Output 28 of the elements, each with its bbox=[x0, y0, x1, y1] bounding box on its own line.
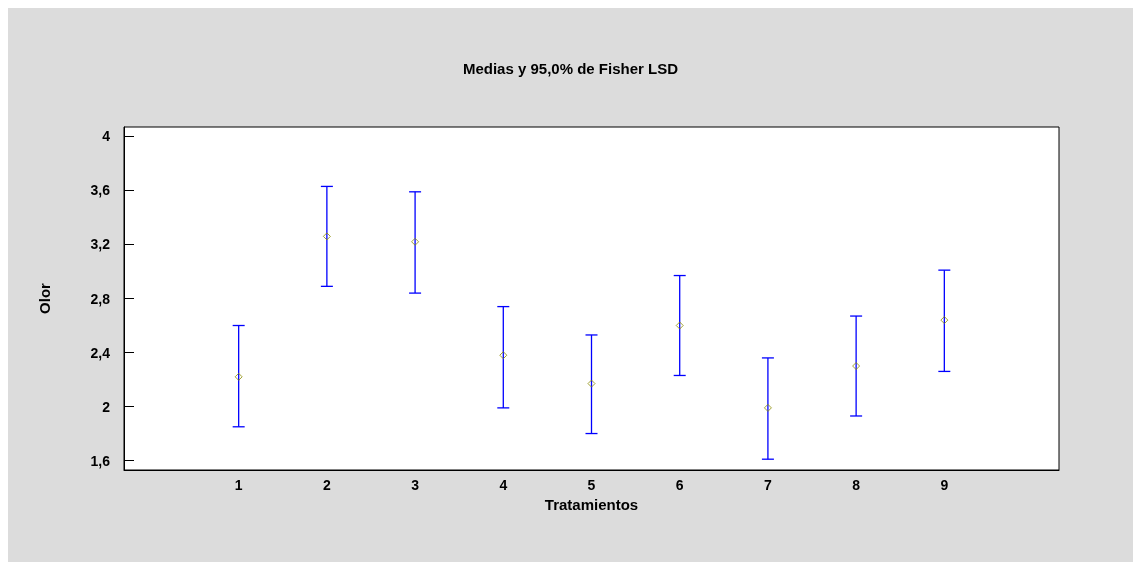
point bbox=[499, 351, 508, 360]
y-tick-label: 2,4 bbox=[90, 344, 111, 361]
x-tick-label: 5 bbox=[587, 477, 596, 493]
x-tick-label: 4 bbox=[499, 477, 508, 493]
point bbox=[234, 372, 243, 381]
y-tick-label: 3,2 bbox=[90, 236, 111, 253]
x-axis-title: Tratamientos bbox=[544, 496, 639, 513]
point bbox=[763, 403, 772, 412]
x-tick-label: 6 bbox=[675, 477, 684, 493]
x-tick-label: 2 bbox=[322, 477, 331, 493]
y-axis-title: Olor bbox=[36, 282, 53, 314]
point bbox=[675, 321, 684, 330]
point bbox=[940, 316, 949, 325]
x-tick-label: 7 bbox=[764, 477, 773, 493]
y-tick-label: 3,6 bbox=[90, 182, 111, 199]
y-tick-label: 2 bbox=[102, 398, 111, 415]
point bbox=[587, 379, 596, 388]
point bbox=[852, 362, 861, 371]
y-tick-label: 1,6 bbox=[90, 452, 111, 469]
x-tick-label: 9 bbox=[940, 477, 949, 493]
chart-title: Medias y 95,0% de Fisher LSD bbox=[462, 60, 679, 77]
x-tick-label: 3 bbox=[411, 477, 420, 493]
x-tick-label: 1 bbox=[234, 477, 243, 493]
point bbox=[411, 237, 420, 246]
point bbox=[322, 232, 331, 241]
y-tick-label: 2,8 bbox=[90, 290, 111, 307]
y-tick-label: 4 bbox=[102, 128, 111, 145]
x-tick-label: 8 bbox=[852, 477, 861, 493]
